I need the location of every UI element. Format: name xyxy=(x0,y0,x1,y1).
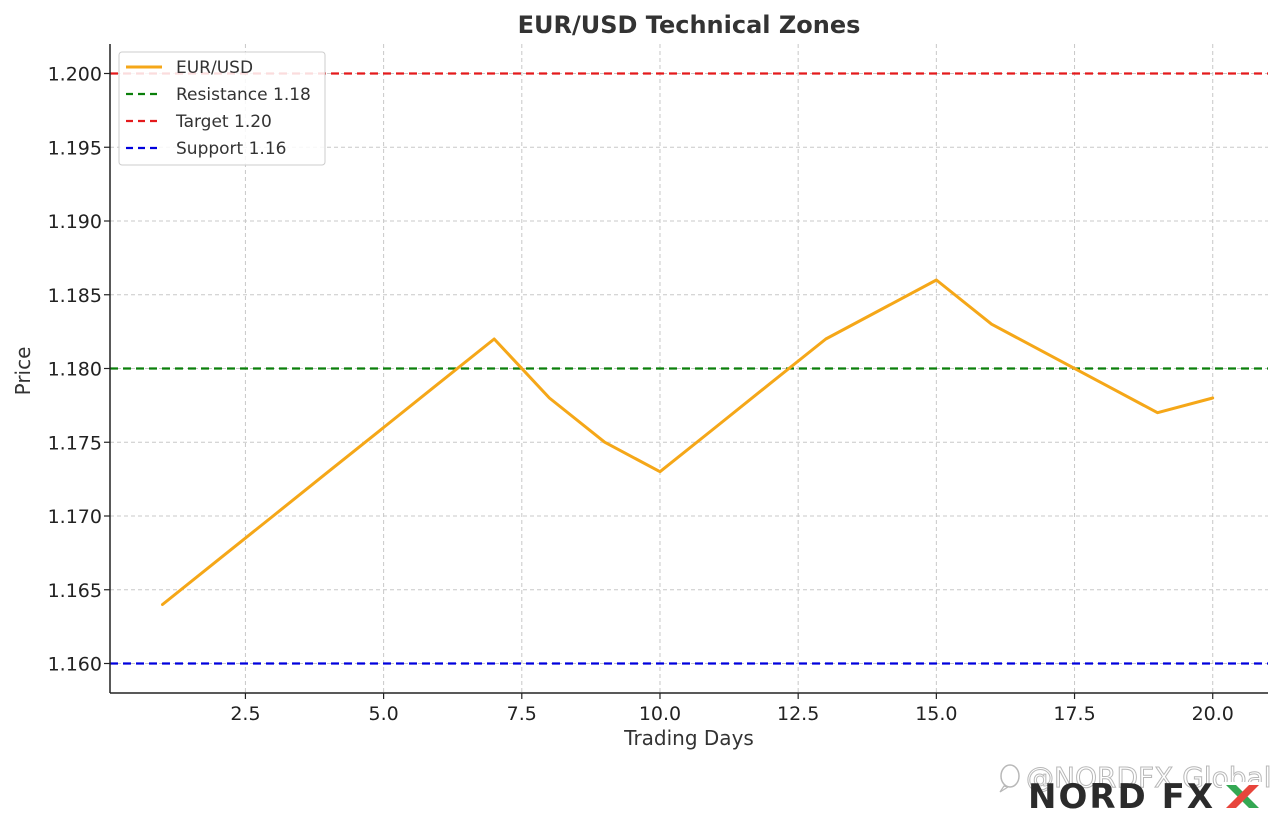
x-tick-label: 5.0 xyxy=(368,703,398,725)
y-tick-label: 1.200 xyxy=(48,64,102,86)
legend-entry-2: Target 1.20 xyxy=(175,112,272,132)
nordfx-logo: NORD FX xyxy=(1028,777,1262,817)
logo-text: NORD FX xyxy=(1028,777,1215,817)
x-axis-label: Trading Days xyxy=(623,726,754,750)
logo-x-mark xyxy=(1222,782,1262,810)
y-tick-label: 1.165 xyxy=(48,580,102,602)
legend: EUR/USD Resistance 1.18 Target 1.20 Support… xyxy=(118,51,326,166)
x-tick-label: 17.5 xyxy=(1053,703,1095,725)
y-tick-label: 1.160 xyxy=(48,654,102,676)
x-tick-label: 7.5 xyxy=(507,703,537,725)
x-tick-label: 12.5 xyxy=(777,703,819,725)
x-tick-label: 20.0 xyxy=(1192,703,1234,725)
series-lines xyxy=(161,278,1215,606)
legend-entry-1: Resistance 1.18 xyxy=(176,85,311,105)
watermark: @NORDFX Global NORD FX xyxy=(999,761,1272,817)
x-tick-label: 10.0 xyxy=(639,703,681,725)
legend-entry-3: Support 1.16 xyxy=(176,139,286,159)
y-tick-label: 1.175 xyxy=(48,432,102,454)
chat-bubble-icon xyxy=(999,764,1020,793)
x-tick-label: 15.0 xyxy=(915,703,957,725)
y-tick-label: 1.170 xyxy=(48,506,102,528)
y-tick-label: 1.180 xyxy=(48,359,102,381)
chart-title: EUR/USD Technical Zones xyxy=(518,11,861,39)
legend-entry-0: EUR/USD xyxy=(176,58,253,78)
series-line-0 xyxy=(161,278,1215,606)
y-tick-label: 1.185 xyxy=(48,285,102,307)
y-ticks: 1.160 1.165 1.170 1.175 1.180 1.185 1.190 1.195… xyxy=(48,64,110,676)
legend-box xyxy=(118,51,326,166)
y-axis-label: Price xyxy=(11,347,35,396)
y-tick-label: 1.195 xyxy=(48,137,102,159)
x-ticks: 2.5 5.0 7.5 10.0 12.5 15.0 17.5 20.0 xyxy=(230,693,1234,725)
y-tick-label: 1.190 xyxy=(48,211,102,233)
x-tick-label: 2.5 xyxy=(230,703,260,725)
